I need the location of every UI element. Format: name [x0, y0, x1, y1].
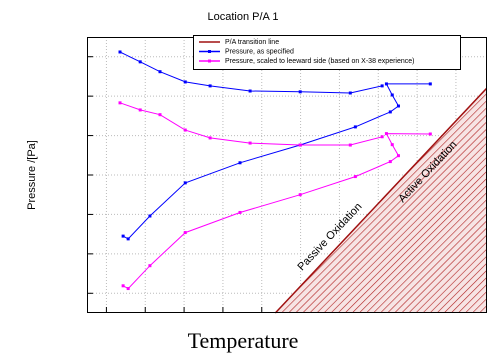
point — [238, 210, 242, 214]
point — [118, 50, 122, 54]
point — [390, 143, 394, 147]
point — [380, 84, 384, 88]
point — [238, 161, 242, 165]
legend-label: Pressure, scaled to leeward side (based … — [225, 58, 415, 65]
point — [183, 231, 187, 235]
point — [390, 93, 394, 97]
point — [298, 90, 302, 94]
x-axis-label: Temperature — [188, 328, 299, 353]
point — [348, 143, 352, 147]
point — [121, 234, 125, 238]
point — [183, 181, 187, 185]
point — [208, 84, 212, 88]
point — [121, 284, 125, 288]
point — [208, 136, 212, 140]
point — [138, 60, 142, 64]
point — [248, 89, 252, 93]
point — [298, 193, 302, 197]
point — [298, 143, 302, 147]
series-line — [274, 87, 487, 314]
point — [353, 175, 357, 179]
point — [248, 141, 252, 145]
point — [388, 110, 392, 114]
point — [388, 160, 392, 164]
point — [183, 80, 187, 84]
legend-label: Pressure, as specified — [225, 48, 294, 55]
point — [118, 101, 122, 105]
point — [148, 214, 152, 218]
chart-title: Location P/A 1 — [208, 11, 279, 23]
point — [158, 113, 162, 117]
point — [158, 70, 162, 74]
point — [384, 82, 388, 86]
point — [428, 82, 432, 86]
point — [348, 91, 352, 95]
point — [126, 287, 130, 291]
point — [384, 132, 388, 136]
y-axis-label: Pressure /[Pa] — [26, 140, 38, 210]
legend: P/A transition line Pressure, as specifie… — [193, 35, 461, 70]
legend-box — [193, 35, 461, 70]
point — [126, 237, 130, 241]
point — [138, 108, 142, 112]
point — [148, 264, 152, 268]
point — [428, 132, 432, 136]
point — [380, 135, 384, 139]
point — [353, 125, 357, 129]
legend-marker — [208, 59, 211, 63]
legend-label: P/A transition line — [225, 39, 279, 46]
legend-marker — [208, 50, 211, 53]
point — [396, 154, 400, 158]
point — [396, 104, 400, 108]
point — [183, 128, 187, 132]
